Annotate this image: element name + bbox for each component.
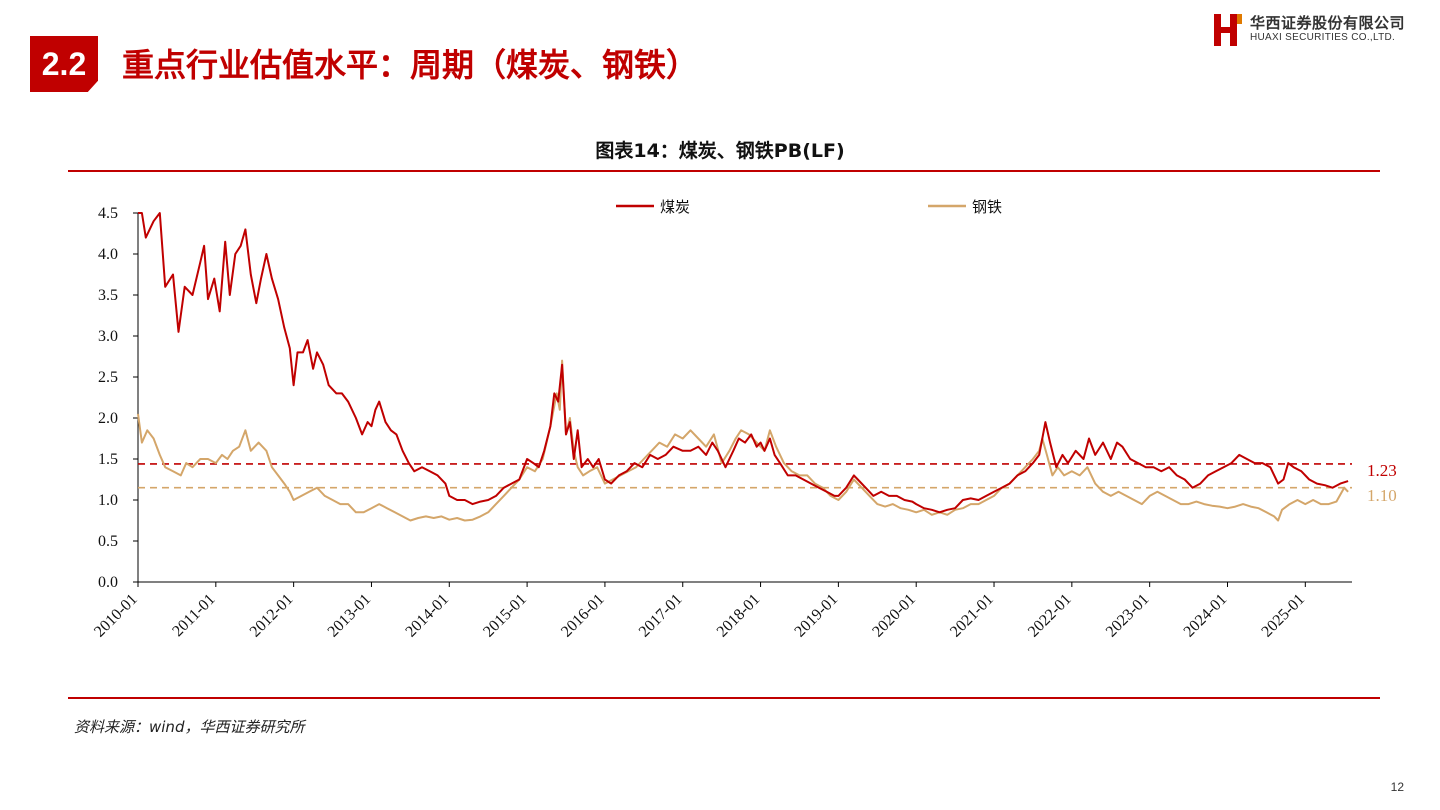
x-tick-label: 2022-01 bbox=[1025, 591, 1075, 641]
page-number: 12 bbox=[1390, 780, 1404, 794]
legend-label-1: 钢铁 bbox=[972, 198, 1002, 216]
huaxi-logo-icon bbox=[1214, 14, 1242, 46]
y-tick-label: 1.0 bbox=[98, 492, 118, 509]
pb-line-chart: 0.0 0.5 1.0 1.5 2.0 2.5 3.0 3.5 4.0 4.5 2010-01 201… bbox=[91, 198, 1397, 641]
y-tick-label: 1.5 bbox=[98, 451, 118, 468]
y-tick-label: 3.0 bbox=[98, 328, 118, 345]
y-tick-label: 0.5 bbox=[98, 533, 118, 550]
legend-label-0: 煤炭 bbox=[660, 198, 690, 216]
logo-company-name-cn: 华西证券股份有限公司 bbox=[1250, 14, 1406, 32]
series-line-1 bbox=[137, 359, 1349, 522]
x-tick-label: 2018-01 bbox=[714, 591, 764, 641]
y-tick-label: 4.5 bbox=[98, 205, 118, 222]
y-tick-label: 2.0 bbox=[98, 410, 118, 427]
x-tick-label: 2021-01 bbox=[947, 591, 997, 641]
x-tick-label: 2011-01 bbox=[169, 591, 218, 640]
x-tick-label: 2017-01 bbox=[636, 591, 686, 641]
x-tick-label: 2020-01 bbox=[869, 591, 919, 641]
x-tick-label: 2014-01 bbox=[402, 591, 452, 641]
x-tick-label: 2016-01 bbox=[558, 591, 608, 641]
chart-bottom-rule bbox=[68, 697, 1380, 699]
y-tick-label: 0.0 bbox=[98, 574, 118, 591]
y-tick-label: 4.0 bbox=[98, 246, 118, 263]
y-tick-label: 3.5 bbox=[98, 287, 118, 304]
company-logo: 华西证券股份有限公司 HUAXI SECURITIES CO.,LTD. bbox=[1214, 12, 1426, 48]
x-tick-label: 2025-01 bbox=[1258, 591, 1308, 641]
x-tick-label: 2023-01 bbox=[1103, 591, 1153, 641]
x-tick-label: 2010-01 bbox=[91, 591, 141, 641]
y-tick-label: 2.5 bbox=[98, 369, 118, 386]
source-note: 资料来源：wind，华西证券研究所 bbox=[74, 718, 305, 736]
chart-title: 图表14：煤炭、钢铁PB(LF) bbox=[595, 140, 845, 162]
page-title: 重点行业估值水平：周期（煤炭、钢铁） bbox=[122, 46, 699, 84]
x-tick-label: 2024-01 bbox=[1181, 591, 1231, 641]
end-value-label-1: 1.10 bbox=[1367, 486, 1397, 505]
end-value-label-0: 1.23 bbox=[1367, 461, 1397, 480]
x-tick-label: 2015-01 bbox=[480, 591, 530, 641]
chart-top-rule bbox=[68, 170, 1380, 172]
x-tick-label: 2013-01 bbox=[325, 591, 375, 641]
logo-company-name-en: HUAXI SECURITIES CO.,LTD. bbox=[1250, 32, 1396, 43]
section-number-badge: 2.2 bbox=[30, 36, 98, 92]
x-tick-label: 2012-01 bbox=[247, 591, 297, 641]
series-line-0 bbox=[138, 212, 1349, 514]
x-tick-label: 2019-01 bbox=[791, 591, 841, 641]
